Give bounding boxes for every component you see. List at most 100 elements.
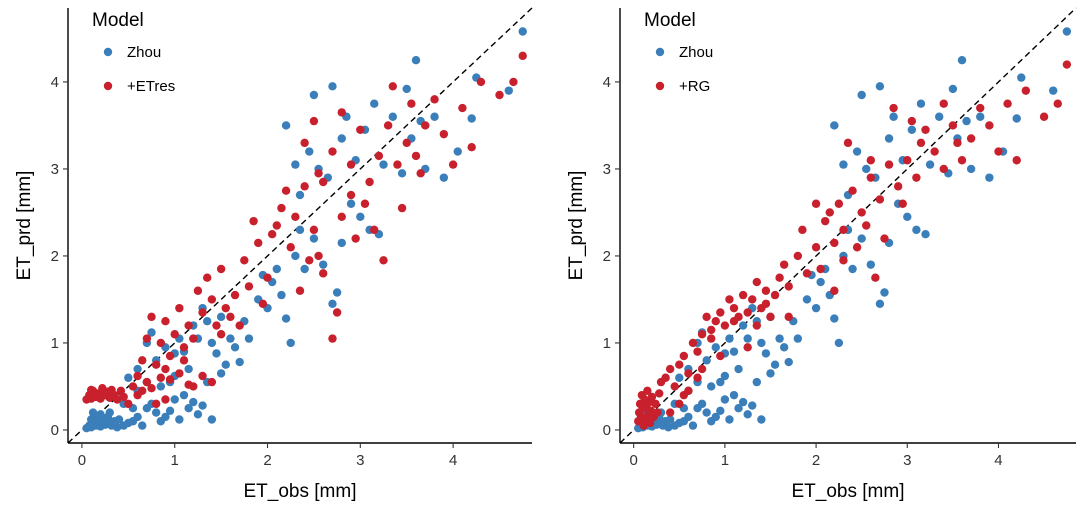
identity-line (619, 7, 1077, 444)
data-point (518, 51, 527, 61)
y-tick-label: 4 (603, 74, 611, 91)
data-point (184, 364, 193, 374)
data-point (725, 334, 734, 343)
data-point (319, 177, 328, 187)
data-point (1003, 99, 1012, 108)
data-point (702, 312, 711, 322)
data-point (716, 406, 725, 416)
x-tick-label: 1 (721, 452, 729, 469)
data-point (962, 116, 971, 126)
data-point (679, 351, 689, 361)
data-point (295, 225, 305, 235)
data-point (664, 423, 673, 432)
data-point (402, 84, 411, 94)
data-point (124, 373, 133, 382)
data-point (439, 129, 449, 139)
data-point (300, 264, 309, 274)
data-point (871, 273, 880, 282)
data-point (697, 364, 707, 374)
data-point (880, 288, 889, 297)
data-point (156, 338, 165, 348)
data-point (119, 392, 128, 402)
data-point (300, 138, 309, 148)
data-point (688, 338, 698, 348)
data-point (189, 334, 198, 343)
data-point (337, 108, 346, 117)
data-point (207, 377, 217, 387)
data-point (784, 282, 793, 291)
data-point (675, 399, 684, 409)
data-point (1012, 156, 1021, 165)
legend-key (655, 47, 665, 57)
data-point (244, 282, 254, 291)
data-point (133, 371, 142, 381)
data-point (697, 330, 707, 339)
data-point (156, 382, 165, 391)
data-point (711, 317, 720, 326)
data-point (337, 238, 346, 248)
data-point (281, 186, 291, 195)
data-point (147, 312, 156, 322)
data-point (757, 338, 766, 348)
data-point (393, 160, 402, 169)
data-point (272, 264, 281, 274)
data-point (779, 343, 789, 352)
series-rg (634, 60, 1072, 430)
x-tick-label: 4 (994, 452, 1002, 469)
data-point (124, 399, 133, 409)
data-point (133, 364, 142, 374)
scatter-chart-2: 0 1 2 3 4 0 1 2 3 4 ET_obs [mm] ET_prd [mm] Model Zho… (566, 7, 1077, 502)
data-point (416, 169, 425, 178)
data-point (337, 134, 346, 143)
data-point (216, 264, 226, 274)
data-point (1012, 114, 1021, 123)
data-point (151, 408, 161, 417)
data-point (766, 369, 775, 378)
x-axis-title: ET_obs [mm] (244, 481, 357, 502)
data-point (743, 343, 752, 352)
data-point (96, 410, 105, 419)
data-point (337, 212, 346, 221)
data-point (976, 112, 985, 121)
data-point (332, 288, 342, 297)
data-point (207, 295, 217, 304)
data-point (866, 156, 875, 165)
data-point (383, 121, 393, 130)
data-point (277, 203, 286, 213)
data-point (351, 234, 360, 243)
data-point (953, 138, 962, 148)
y-tick-label: 0 (603, 422, 611, 439)
data-point (203, 317, 212, 326)
data-point (1049, 86, 1058, 95)
data-point (397, 203, 407, 213)
data-point (87, 385, 96, 395)
data-point (939, 164, 948, 174)
data-point (244, 334, 254, 343)
data-point (221, 360, 230, 369)
data-point (346, 190, 356, 200)
x-tick-label: 1 (171, 452, 179, 469)
data-point (884, 160, 894, 169)
data-point (267, 230, 277, 239)
data-point (862, 164, 871, 174)
data-point (314, 251, 323, 261)
data-point (226, 312, 235, 322)
data-point (707, 325, 716, 335)
data-point (1053, 99, 1062, 108)
data-point (165, 375, 175, 384)
legend: Model Zhou +ETres (92, 10, 175, 95)
legend-label: Zhou (127, 44, 161, 61)
data-point (834, 338, 844, 348)
data-point (651, 399, 660, 409)
data-point (212, 321, 221, 330)
data-point (893, 182, 903, 191)
data-point (811, 303, 821, 313)
data-point (179, 390, 189, 400)
data-point (203, 273, 212, 282)
data-point (305, 256, 314, 265)
data-point (114, 415, 124, 424)
legend: Model Zhou +RG (644, 10, 713, 95)
data-point (88, 408, 98, 417)
legend-title: Model (644, 10, 696, 31)
